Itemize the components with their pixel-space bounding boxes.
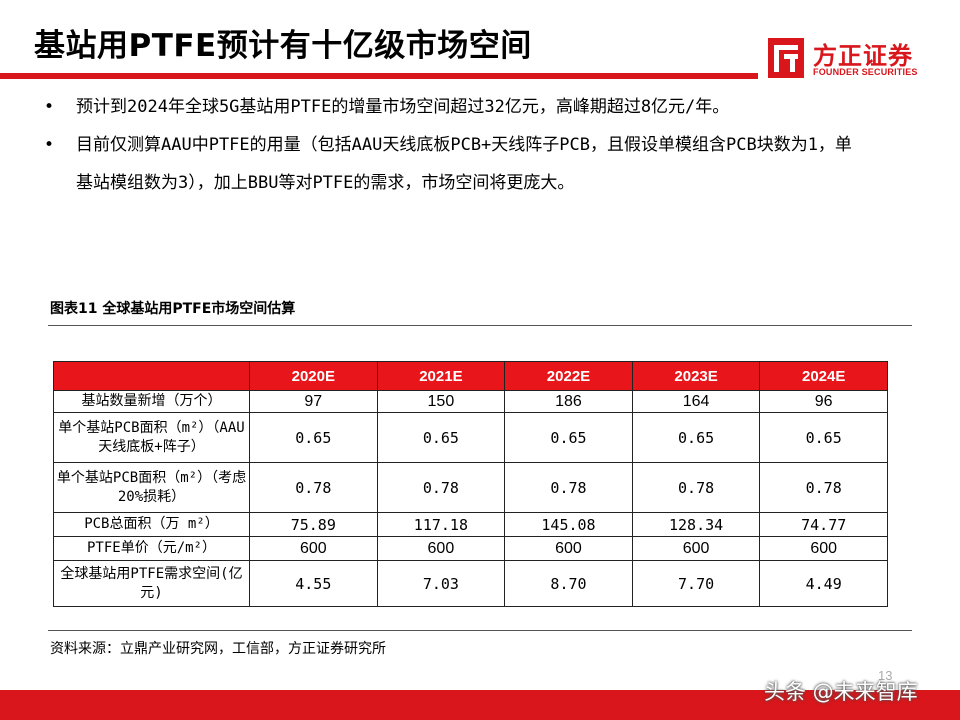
row-label: PTFE单价（元/m²） [53,536,250,561]
table-cell: 7.70 [631,560,761,607]
table-cell: 0.78 [376,462,506,513]
table-header-row: 2020E 2021E 2022E 2023E 2024E [53,361,888,391]
header-corner-cell [53,361,250,391]
table-cell: 4.49 [759,560,888,607]
table-cell: 0.78 [249,462,378,513]
header-year: 2021E [376,361,506,391]
header-year: 2020E [249,361,378,391]
table-cell: 128.34 [631,512,761,537]
bullet-dot: • [44,135,55,155]
table-cell: 0.78 [759,462,888,513]
row-label: 单个基站PCB面积（m²）（考虑20%损耗） [53,462,250,513]
table-cell: 8.70 [504,560,633,607]
table-cell: 0.65 [759,412,888,463]
table-cell: 0.78 [504,462,633,513]
row-label: 全球基站用PTFE需求空间(亿元) [53,560,250,607]
bullet-item: • 预计到2024年全球5G基站用PTFE的增量市场空间超过32亿元，高峰期超过… [44,88,854,126]
watermark: 头条 @未来智库 [764,680,918,704]
table-cell: 0.65 [504,412,633,463]
bullet-item: • 目前仅测算AAU中PTFE的用量（包括AAU天线底板PCB+天线阵子PCB，… [44,126,854,202]
source-note: 资料来源：立鼎产业研究网，工信部，方正证券研究所 [50,641,386,657]
bullet-list: • 预计到2024年全球5G基站用PTFE的增量市场空间超过32亿元，高峰期超过… [44,88,854,202]
source-divider [48,630,912,631]
footer-bar [0,690,960,720]
table-cell: 96 [759,390,888,413]
page-number: 13 [878,668,893,683]
table-row: 单个基站PCB面积（m²）（考虑20%损耗） 0.78 0.78 0.78 0.… [53,462,888,513]
header-year: 2022E [504,361,633,391]
logo-english-name: FOUNDER SECURITIES [813,67,918,77]
caption-divider [48,325,912,326]
table-row: 全球基站用PTFE需求空间(亿元) 4.55 7.03 8.70 7.70 4.… [53,560,888,607]
table-cell: 117.18 [376,512,506,537]
founder-securities-logo: 方正证券 FOUNDER SECURITIES [768,36,938,82]
table-cell: 0.65 [631,412,761,463]
table-row: 基站数量新增（万个） 97 150 186 164 96 [53,390,888,413]
table-cell: 7.03 [376,560,506,607]
table-cell: 600 [631,536,761,561]
table-cell: 600 [249,536,378,561]
row-label: 基站数量新增（万个） [53,390,250,413]
table-caption: 图表11 全球基站用PTFE市场空间估算 [50,301,296,317]
table-row: 单个基站PCB面积（m²）（AAU天线底板+阵子） 0.65 0.65 0.65… [53,412,888,463]
table-cell: 0.65 [249,412,378,463]
table-cell: 75.89 [249,512,378,537]
header-year: 2023E [631,361,761,391]
table-row: PTFE单价（元/m²） 600 600 600 600 600 [53,536,888,561]
table-cell: 74.77 [759,512,888,537]
row-label: PCB总面积（万 m²） [53,512,250,537]
table-cell: 600 [504,536,633,561]
table-cell: 0.65 [376,412,506,463]
table-row: PCB总面积（万 m²） 75.89 117.18 145.08 128.34 … [53,512,888,537]
market-estimate-table: 2020E 2021E 2022E 2023E 2024E 基站数量新增（万个）… [53,361,888,607]
table-cell: 145.08 [504,512,633,537]
table-cell: 0.78 [631,462,761,513]
table-cell: 4.55 [249,560,378,607]
table-cell: 186 [504,390,633,413]
founder-logo-icon [768,38,804,78]
header-year: 2024E [759,361,888,391]
table-cell: 150 [376,390,506,413]
bullet-dot: • [44,97,55,117]
table-cell: 164 [631,390,761,413]
table-cell: 600 [759,536,888,561]
table-cell: 600 [376,536,506,561]
table-cell: 97 [249,390,378,413]
slide-title: 基站用PTFE预计有十亿级市场空间 [34,28,532,64]
logo-chinese-name: 方正证券 [813,42,913,70]
bullet-text: 预计到2024年全球5G基站用PTFE的增量市场空间超过32亿元，高峰期超过8亿… [76,97,730,117]
row-label: 单个基站PCB面积（m²）（AAU天线底板+阵子） [53,412,250,463]
title-underline-bar [0,73,758,79]
bullet-text: 目前仅测算AAU中PTFE的用量（包括AAU天线底板PCB+天线阵子PCB，且假… [76,135,852,193]
